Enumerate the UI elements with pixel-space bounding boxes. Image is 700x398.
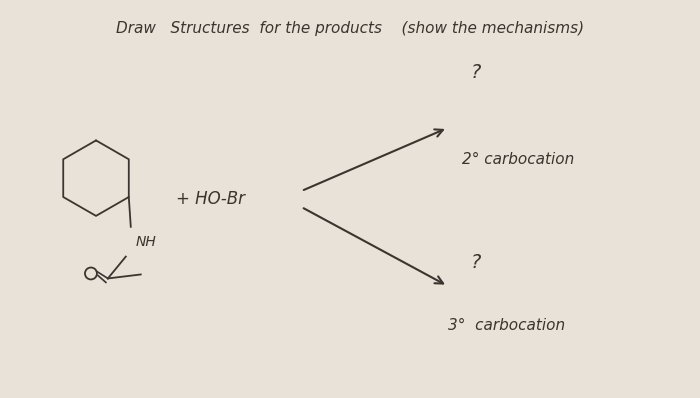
Text: ?: ? xyxy=(470,63,481,82)
Text: + HO-Br: + HO-Br xyxy=(176,190,245,208)
Text: NH: NH xyxy=(136,235,157,249)
Text: ?: ? xyxy=(470,253,481,272)
Text: Draw   Structures  for the products    (show the mechanisms): Draw Structures for the products (show t… xyxy=(116,21,584,36)
Text: 3°  carbocation: 3° carbocation xyxy=(447,318,565,333)
Text: 2° carbocation: 2° carbocation xyxy=(461,152,574,167)
